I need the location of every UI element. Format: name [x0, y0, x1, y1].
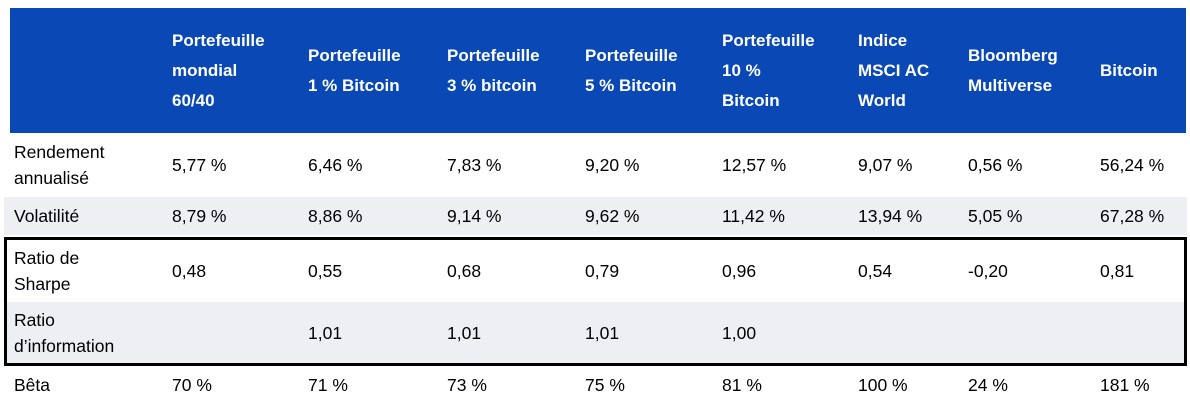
table-cell: 1,00 [722, 322, 757, 343]
row-label: Ratio de Sharpe [14, 248, 80, 294]
column-header-portefeuille-60-40: Portefeuille mondial 60/40 [172, 30, 265, 110]
table-cell: 9,62 % [585, 206, 640, 226]
table-cell: 6,46 % [308, 155, 363, 175]
row-label: Ratio d’information [14, 309, 115, 356]
table-cell: 71 % [308, 374, 348, 395]
table-cell: 13,94 % [858, 206, 923, 226]
table-cell: 7,83 % [447, 155, 502, 175]
table-row-volatilite: Volatilité 8,79 % 8,86 % 9,14 % 9,62 % 1… [4, 197, 1187, 235]
table-cell: 0,68 [447, 261, 482, 281]
column-header-msci-ac-world: Indice MSCI AC World [858, 30, 930, 110]
row-label: Rendement annualisé [14, 142, 105, 188]
table-cell: 0,56 % [968, 155, 1023, 175]
table-cell: 8,79 % [172, 206, 227, 226]
table-cell: 24 % [968, 374, 1008, 395]
table-cell: 5,77 % [172, 155, 227, 175]
column-header-3pct-bitcoin: Portefeuille 3 % bitcoin [447, 45, 540, 95]
table-cell: 11,42 % [722, 206, 785, 226]
table-cell: 181 % [1100, 374, 1150, 395]
table-cell: 70 % [172, 374, 212, 395]
table-cell: 12,57 % [722, 155, 787, 175]
table-body: Rendement annualisé 5,77 % 6,46 % 7,83 %… [4, 133, 1187, 403]
ratio-highlight-box: Ratio de Sharpe 0,48 0,55 0,68 0,79 0,96… [4, 237, 1187, 366]
table-cell: 0,96 [722, 261, 757, 281]
table-cell: 1,01 [447, 322, 482, 343]
table-cell: 9,14 % [447, 206, 502, 226]
table-cell: -0,20 [968, 261, 1008, 281]
table-cell: 9,20 % [585, 155, 640, 175]
column-header-5pct-bitcoin: Portefeuille 5 % Bitcoin [585, 45, 678, 95]
table-cell: 0,81 [1100, 261, 1135, 281]
table-row-ratio-d-information: Ratio d’information 1,01 1,01 1,01 1,00 [7, 302, 1184, 363]
table-row-beta: Bêta 70 % 71 % 73 % 75 % 81 % 100 % 24 %… [4, 366, 1187, 403]
column-header-bloomberg-multiverse: Bloomberg Multiverse [968, 45, 1058, 95]
table-cell: 0,54 [858, 261, 893, 281]
table-cell: 1,01 [585, 322, 620, 343]
row-label: Bêta [14, 374, 50, 395]
table-cell: 1,01 [308, 322, 343, 343]
column-header-1pct-bitcoin: Portefeuille 1 % Bitcoin [308, 45, 401, 95]
table-cell: 81 % [722, 374, 762, 395]
table-cell: 67,28 % [1100, 206, 1165, 226]
table-cell: 100 % [858, 374, 908, 395]
table-cell: 0,79 [585, 261, 620, 281]
table-cell: 75 % [585, 374, 625, 395]
table-cell: 0,48 [172, 261, 207, 281]
table-cell: 9,07 % [858, 155, 913, 175]
row-label: Volatilité [14, 206, 80, 226]
table-row-ratio-de-sharpe: Ratio de Sharpe 0,48 0,55 0,68 0,79 0,96… [7, 240, 1184, 302]
table-cell: 73 % [447, 374, 487, 395]
table-cell: 5,05 % [968, 206, 1023, 226]
column-header-10pct-bitcoin: Portefeuille 10 % Bitcoin [722, 30, 815, 110]
table-row-rendement-annualise: Rendement annualisé 5,77 % 6,46 % 7,83 %… [4, 133, 1187, 197]
table-cell: 8,86 % [308, 206, 363, 226]
table-cell: 0,55 [308, 261, 343, 281]
column-header-bitcoin: Bitcoin [1100, 60, 1158, 80]
table-header: Portefeuille mondial 60/40 Portefeuille … [10, 8, 1186, 133]
table-cell: 56,24 % [1100, 155, 1165, 175]
